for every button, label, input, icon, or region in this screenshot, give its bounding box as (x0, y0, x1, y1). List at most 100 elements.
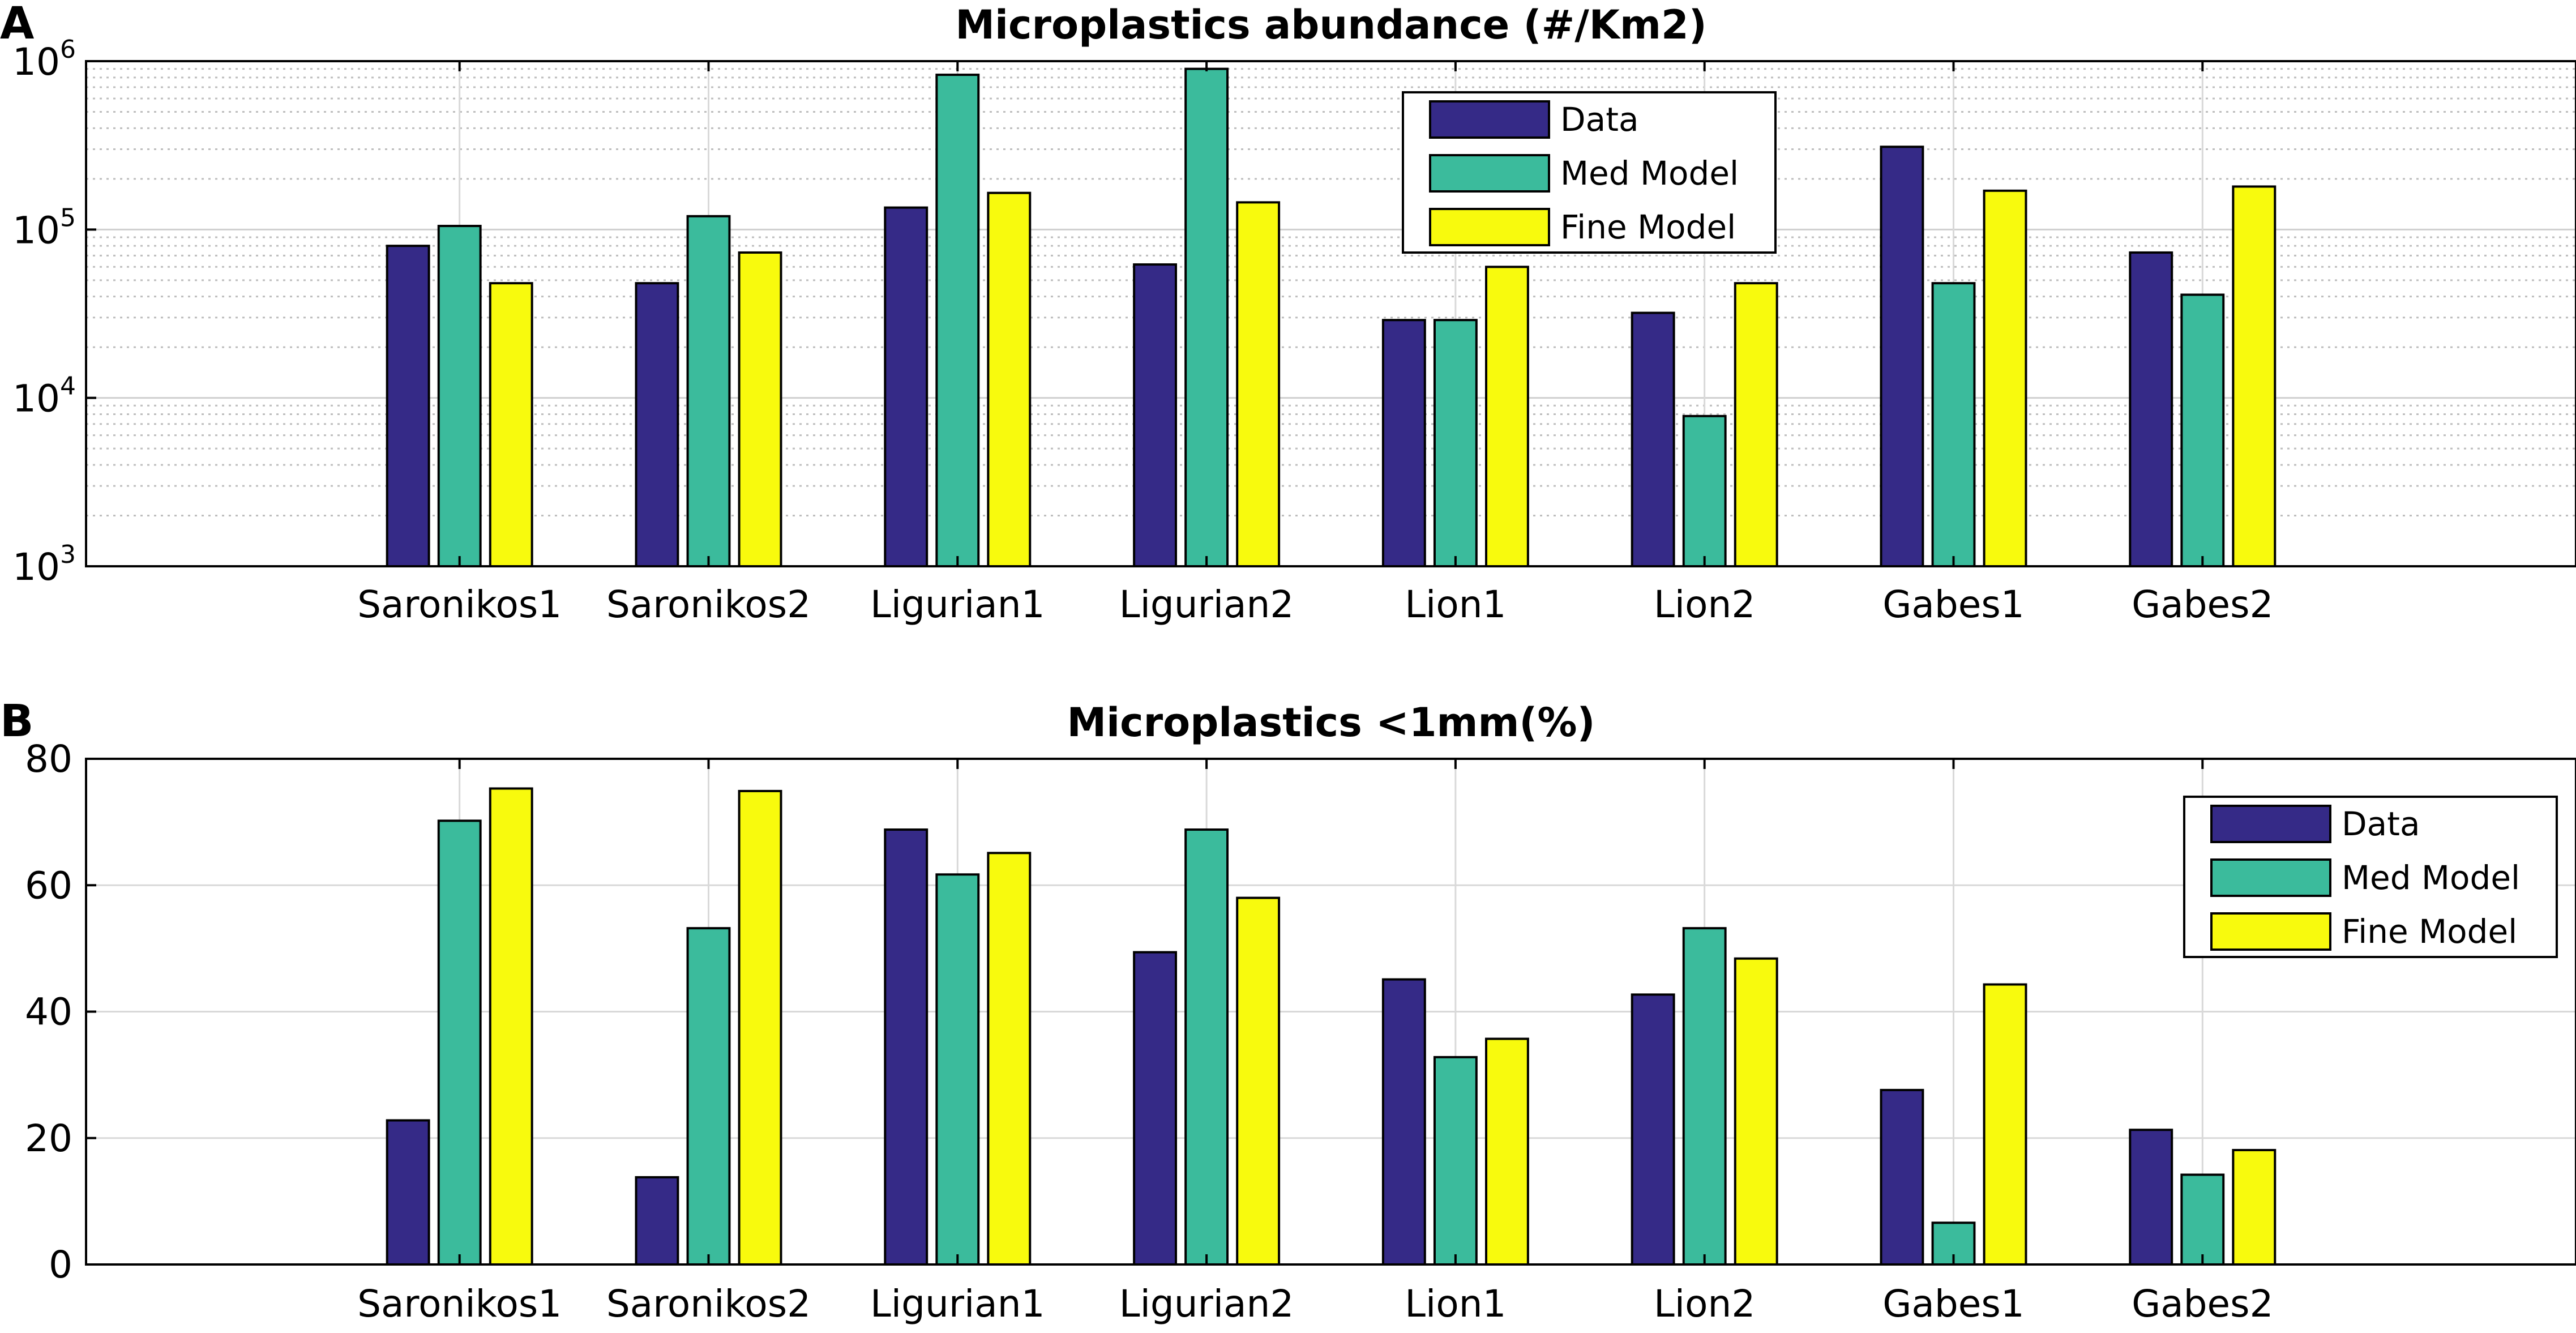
x-tick-label: Saronikos2 (606, 1282, 811, 1326)
bar (437, 819, 482, 1266)
bar (1236, 201, 1281, 567)
y-tick-label: 0 (49, 1243, 72, 1287)
bar (1880, 146, 1924, 568)
bar (935, 74, 980, 567)
bar (1184, 67, 1229, 567)
bar (1682, 415, 1727, 567)
legend: Data Med Model Fine Model (1402, 91, 1777, 254)
chart-title: Microplastics <1mm(%) (1067, 699, 1595, 746)
bar (1433, 1056, 1478, 1266)
y-tick-label: 20 (25, 1117, 72, 1160)
x-tick-label: Ligurian1 (870, 1282, 1045, 1326)
legend-swatch (2210, 858, 2331, 897)
bar (1381, 319, 1426, 568)
legend-swatch (1429, 208, 1550, 246)
bar (489, 787, 533, 1266)
chart-panel-b: 0 20 40 60 80 Saronikos1 Saronikos2 Ligurian1 Li… (25, 699, 2576, 1326)
x-tick-label: Saronikos1 (357, 583, 562, 626)
bar (1484, 266, 1529, 567)
chart-title: Microplastics abundance (#/Km2) (955, 2, 1706, 48)
x-tick-label: Saronikos2 (606, 583, 811, 626)
tick-marks (86, 60, 2204, 567)
bar (1381, 978, 1426, 1266)
legend-label: Med Model (2342, 858, 2520, 897)
series-data (386, 828, 2173, 1266)
bar (437, 225, 482, 568)
y-tick-exponent: 5 (60, 203, 76, 232)
axes-box (85, 60, 2576, 567)
bar (635, 1176, 679, 1266)
y-tick-base: 10 (12, 40, 60, 84)
x-tick-label: Ligurian1 (870, 583, 1045, 626)
y-tick-label: 40 (25, 990, 72, 1034)
legend-label: Fine Model (2342, 912, 2517, 951)
y-tick-label: 106 (12, 35, 76, 84)
x-tick-label: Gabes2 (2132, 583, 2273, 626)
bar (1734, 282, 1778, 567)
legend-swatch (2210, 912, 2331, 951)
bar (738, 789, 782, 1266)
y-tick-exponent: 4 (60, 372, 76, 401)
y-tick-base: 10 (12, 545, 60, 589)
bar (1631, 311, 1675, 567)
bar (1133, 951, 1178, 1266)
bar (738, 251, 782, 568)
bar (1433, 319, 1478, 568)
legend-label: Fine Model (1560, 208, 1736, 246)
legend-label: Med Model (1560, 154, 1739, 193)
bar (1880, 1088, 1924, 1266)
bar (884, 828, 928, 1266)
legend-label: Data (1560, 100, 1639, 139)
bar (2180, 1173, 2225, 1266)
x-tick-label: Ligurian2 (1119, 1282, 1294, 1326)
bar (2232, 185, 2277, 567)
y-tick-label: 105 (12, 203, 76, 252)
bar (686, 927, 731, 1266)
legend-swatch (1429, 100, 1550, 139)
bar (1682, 927, 1727, 1266)
x-tick-label: Ligurian2 (1119, 583, 1294, 626)
x-tick-label: Lion2 (1654, 583, 1755, 626)
bar (2129, 1129, 2173, 1266)
bar (2232, 1148, 2277, 1266)
bar (1734, 957, 1778, 1266)
legend-swatch (1429, 154, 1550, 193)
legend-label: Data (2342, 805, 2420, 843)
panel-label-b: B (0, 696, 33, 747)
series-med-model (437, 67, 2225, 568)
bar (1983, 189, 2027, 568)
tick-marks (86, 758, 2204, 1266)
series-fine-model (489, 185, 2277, 568)
bar (884, 206, 928, 567)
y-tick-exponent: 3 (60, 540, 76, 569)
x-tick-label: Lion1 (1405, 583, 1506, 626)
series-med-model (437, 819, 2225, 1266)
bar (1184, 828, 1229, 1266)
bar (2129, 251, 2173, 568)
x-tick-label: Gabes1 (1882, 1282, 2024, 1326)
bar (1133, 263, 1178, 567)
bar (1631, 993, 1675, 1266)
bar (987, 852, 1032, 1266)
bar (489, 282, 533, 567)
bar (935, 873, 980, 1266)
x-tick-label: Gabes2 (2132, 1282, 2273, 1326)
y-tick-base: 10 (12, 208, 60, 252)
bar (686, 215, 731, 567)
bar (386, 1119, 430, 1266)
y-tick-label: 103 (12, 540, 76, 589)
y-tick-label: 60 (25, 864, 72, 907)
bar (1931, 1221, 1976, 1266)
bar (635, 282, 679, 567)
bar (1484, 1037, 1529, 1266)
x-tick-label: Gabes1 (1882, 583, 2024, 626)
bar (1931, 282, 1976, 567)
bar (386, 245, 430, 568)
bar (987, 191, 1032, 568)
y-tick-base: 10 (12, 377, 60, 421)
x-tick-label: Lion1 (1405, 1282, 1506, 1326)
y-tick-label: 80 (25, 737, 72, 781)
x-tick-label: Lion2 (1654, 1282, 1755, 1326)
